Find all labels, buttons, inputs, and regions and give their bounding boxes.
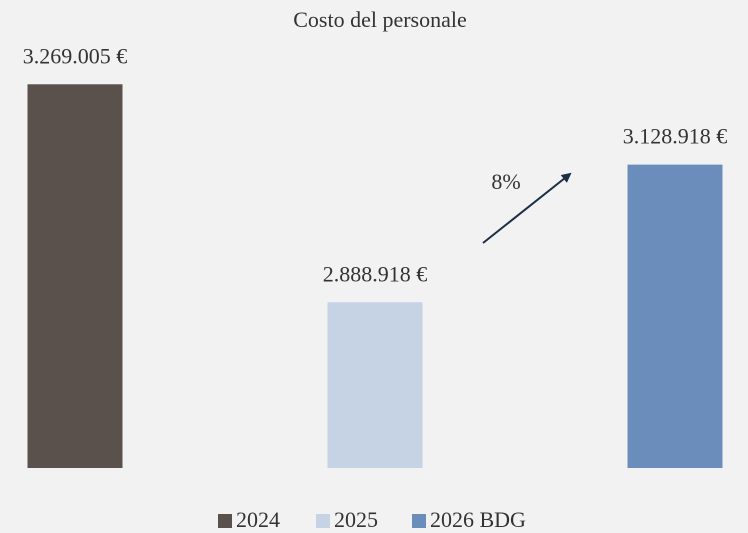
legend-label: 2026 BDG bbox=[430, 507, 526, 532]
chart-title: Costo del personale bbox=[293, 7, 467, 32]
bar bbox=[27, 84, 123, 469]
data-label: 2.888.918 € bbox=[323, 261, 428, 286]
data-label: 3.269.005 € bbox=[23, 43, 128, 68]
legend-swatch bbox=[218, 514, 232, 528]
legend-label: 2025 bbox=[334, 507, 378, 532]
growth-arrow bbox=[482, 172, 572, 244]
bar bbox=[327, 302, 423, 468]
legend-swatch bbox=[316, 514, 330, 528]
legend-swatch bbox=[412, 514, 426, 528]
annotation: 8% bbox=[491, 169, 520, 194]
bar bbox=[627, 164, 723, 468]
data-label: 3.128.918 € bbox=[623, 124, 728, 149]
legend-label: 2024 bbox=[236, 507, 280, 532]
